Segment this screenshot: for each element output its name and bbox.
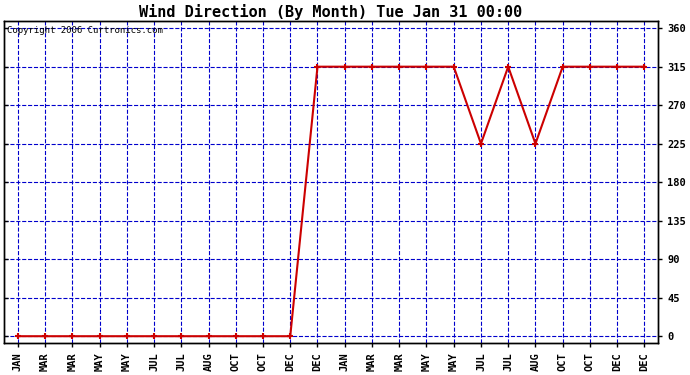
Title: Wind Direction (By Month) Tue Jan 31 00:00: Wind Direction (By Month) Tue Jan 31 00:… xyxy=(139,4,523,20)
Text: Copyright 2006 Curtronics.com: Copyright 2006 Curtronics.com xyxy=(8,26,164,35)
